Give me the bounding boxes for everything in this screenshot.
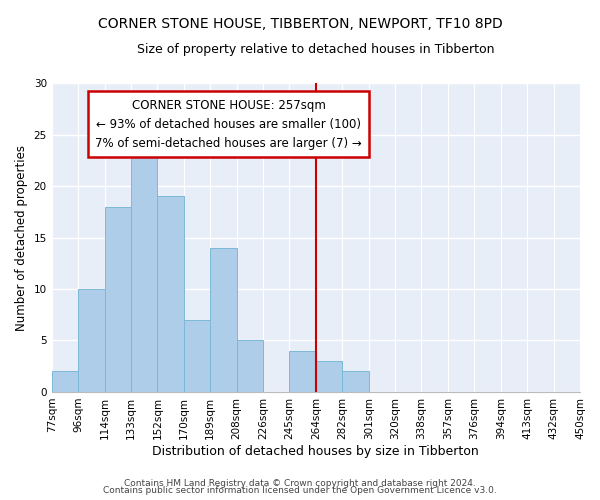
Text: CORNER STONE HOUSE: 257sqm
← 93% of detached houses are smaller (100)
7% of semi: CORNER STONE HOUSE: 257sqm ← 93% of deta… [95,98,362,150]
Bar [131,155,157,392]
Bar [236,340,263,392]
Bar [210,248,236,392]
Bar [289,351,316,392]
Text: Contains HM Land Registry data © Crown copyright and database right 2024.: Contains HM Land Registry data © Crown c… [124,478,476,488]
Bar [52,372,78,392]
Text: CORNER STONE HOUSE, TIBBERTON, NEWPORT, TF10 8PD: CORNER STONE HOUSE, TIBBERTON, NEWPORT, … [98,18,502,32]
Text: Contains public sector information licensed under the Open Government Licence v3: Contains public sector information licen… [103,486,497,495]
X-axis label: Distribution of detached houses by size in Tibberton: Distribution of detached houses by size … [152,444,479,458]
Bar [342,372,368,392]
Bar [78,289,104,392]
Bar [104,206,131,392]
Bar [157,196,184,392]
Bar [316,361,342,392]
Title: Size of property relative to detached houses in Tibberton: Size of property relative to detached ho… [137,42,494,56]
Bar [184,320,210,392]
Y-axis label: Number of detached properties: Number of detached properties [15,144,28,330]
